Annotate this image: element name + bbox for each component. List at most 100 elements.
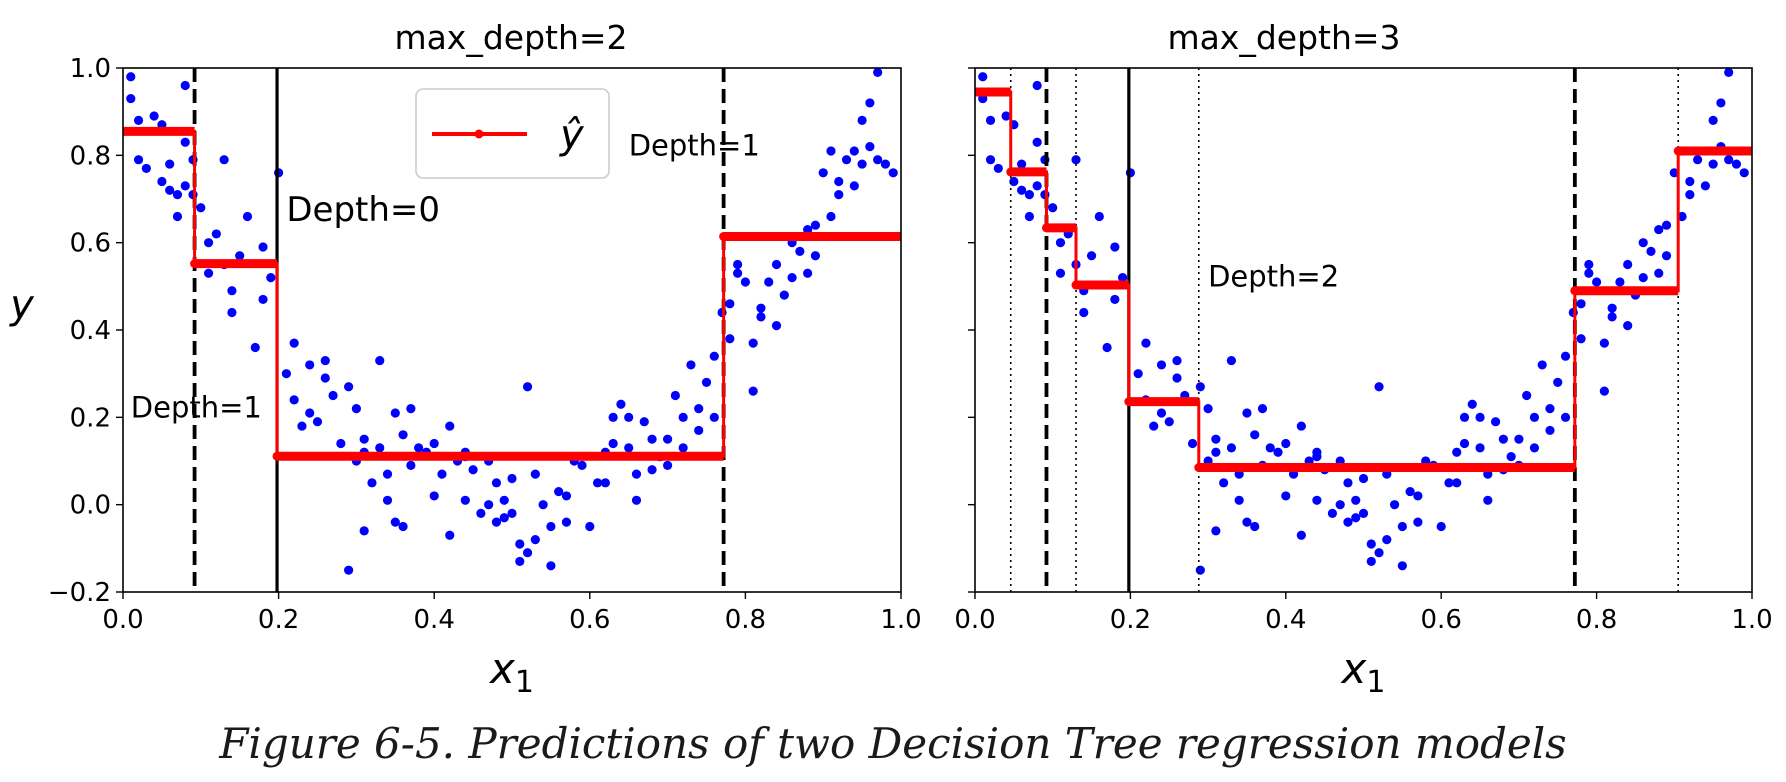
data-point <box>1615 277 1624 286</box>
data-point <box>1514 435 1523 444</box>
data-point <box>873 155 882 164</box>
data-point <box>539 500 548 509</box>
data-point <box>710 352 719 361</box>
data-point <box>710 413 719 422</box>
data-point <box>1639 273 1648 282</box>
data-point <box>1709 159 1718 168</box>
y-tick-label: 0.0 <box>70 491 111 521</box>
data-point <box>1413 491 1422 500</box>
data-point <box>1452 478 1461 487</box>
data-point <box>515 539 524 548</box>
data-point <box>546 522 555 531</box>
data-point <box>367 478 376 487</box>
data-point <box>1211 435 1220 444</box>
x-tick-label: 0.2 <box>1110 605 1151 635</box>
subplot-max-depth-3: max_depth=3 0.0 0.2 0.4 0.6 0.8 1.0 x1 Depth=2 <box>954 18 1772 700</box>
data-point <box>165 159 174 168</box>
prediction-marker <box>1124 397 1133 406</box>
data-point <box>1351 496 1360 505</box>
depth-annotation: Depth=1 <box>131 390 262 424</box>
data-point <box>858 159 867 168</box>
data-point <box>126 94 135 103</box>
data-point <box>865 142 874 151</box>
data-point <box>1491 417 1500 426</box>
data-point <box>1110 295 1119 304</box>
data-point <box>741 277 750 286</box>
data-point <box>1584 260 1593 269</box>
data-point <box>873 68 882 77</box>
data-point <box>1413 518 1422 527</box>
data-point <box>321 373 330 382</box>
data-point <box>1196 566 1205 575</box>
data-point <box>375 443 384 452</box>
subplot-max-depth-2: max_depth=2 y 0.0 0.2 0.4 0.6 0.8 1.0−0.20.00… <box>9 18 922 700</box>
data-point <box>1584 269 1593 278</box>
prediction-marker <box>1042 223 1051 232</box>
data-point <box>1553 378 1562 387</box>
data-point <box>1576 299 1585 308</box>
data-point <box>297 421 306 430</box>
data-point <box>1056 269 1065 278</box>
prediction-marker <box>1006 167 1015 176</box>
x-tick-label: 1.0 <box>880 605 921 635</box>
data-point <box>1382 535 1391 544</box>
data-point <box>430 439 439 448</box>
data-point <box>632 496 641 505</box>
data-point <box>1196 382 1205 391</box>
data-point <box>1141 339 1150 348</box>
data-point <box>1172 356 1181 365</box>
data-point <box>1561 352 1570 361</box>
data-point <box>1025 190 1034 199</box>
data-point <box>1297 531 1306 540</box>
data-point <box>749 339 758 348</box>
data-point <box>624 413 633 422</box>
data-point <box>134 155 143 164</box>
data-point <box>531 535 540 544</box>
data-point <box>1685 177 1694 186</box>
data-point <box>469 465 478 474</box>
data-point <box>406 404 415 413</box>
data-point <box>212 229 221 238</box>
data-point <box>994 164 1003 173</box>
data-point <box>1172 373 1181 382</box>
data-point <box>1242 408 1251 417</box>
data-point <box>733 269 742 278</box>
data-point <box>181 81 190 90</box>
data-point <box>1374 548 1383 557</box>
data-point <box>764 277 773 286</box>
data-point <box>391 518 400 527</box>
x-axis-label: x1 <box>1340 644 1386 700</box>
data-point <box>663 435 672 444</box>
data-point <box>1281 491 1290 500</box>
data-point <box>616 400 625 409</box>
data-point <box>889 168 898 177</box>
data-point <box>811 221 820 230</box>
data-point <box>1685 190 1694 199</box>
data-point <box>204 238 213 247</box>
data-point <box>1452 448 1461 457</box>
x-tick-label: 0.6 <box>1421 605 1462 635</box>
data-point <box>1530 443 1539 452</box>
data-point <box>1468 400 1477 409</box>
data-point <box>1017 186 1026 195</box>
data-point <box>507 474 516 483</box>
data-point <box>492 518 501 527</box>
data-point <box>204 269 213 278</box>
data-point <box>360 526 369 535</box>
data-point <box>352 404 361 413</box>
data-point <box>523 382 532 391</box>
data-point <box>1709 116 1718 125</box>
data-point <box>500 496 509 505</box>
data-point <box>398 522 407 531</box>
data-point <box>1561 413 1570 422</box>
data-point <box>1250 430 1259 439</box>
data-point <box>165 186 174 195</box>
data-point <box>1273 448 1282 457</box>
data-point <box>531 470 540 479</box>
x-tick-label: 0.2 <box>258 605 299 635</box>
data-point <box>609 439 618 448</box>
data-point <box>694 404 703 413</box>
data-point <box>1483 496 1492 505</box>
data-point <box>173 212 182 221</box>
y-tick-label: 0.6 <box>70 229 111 259</box>
